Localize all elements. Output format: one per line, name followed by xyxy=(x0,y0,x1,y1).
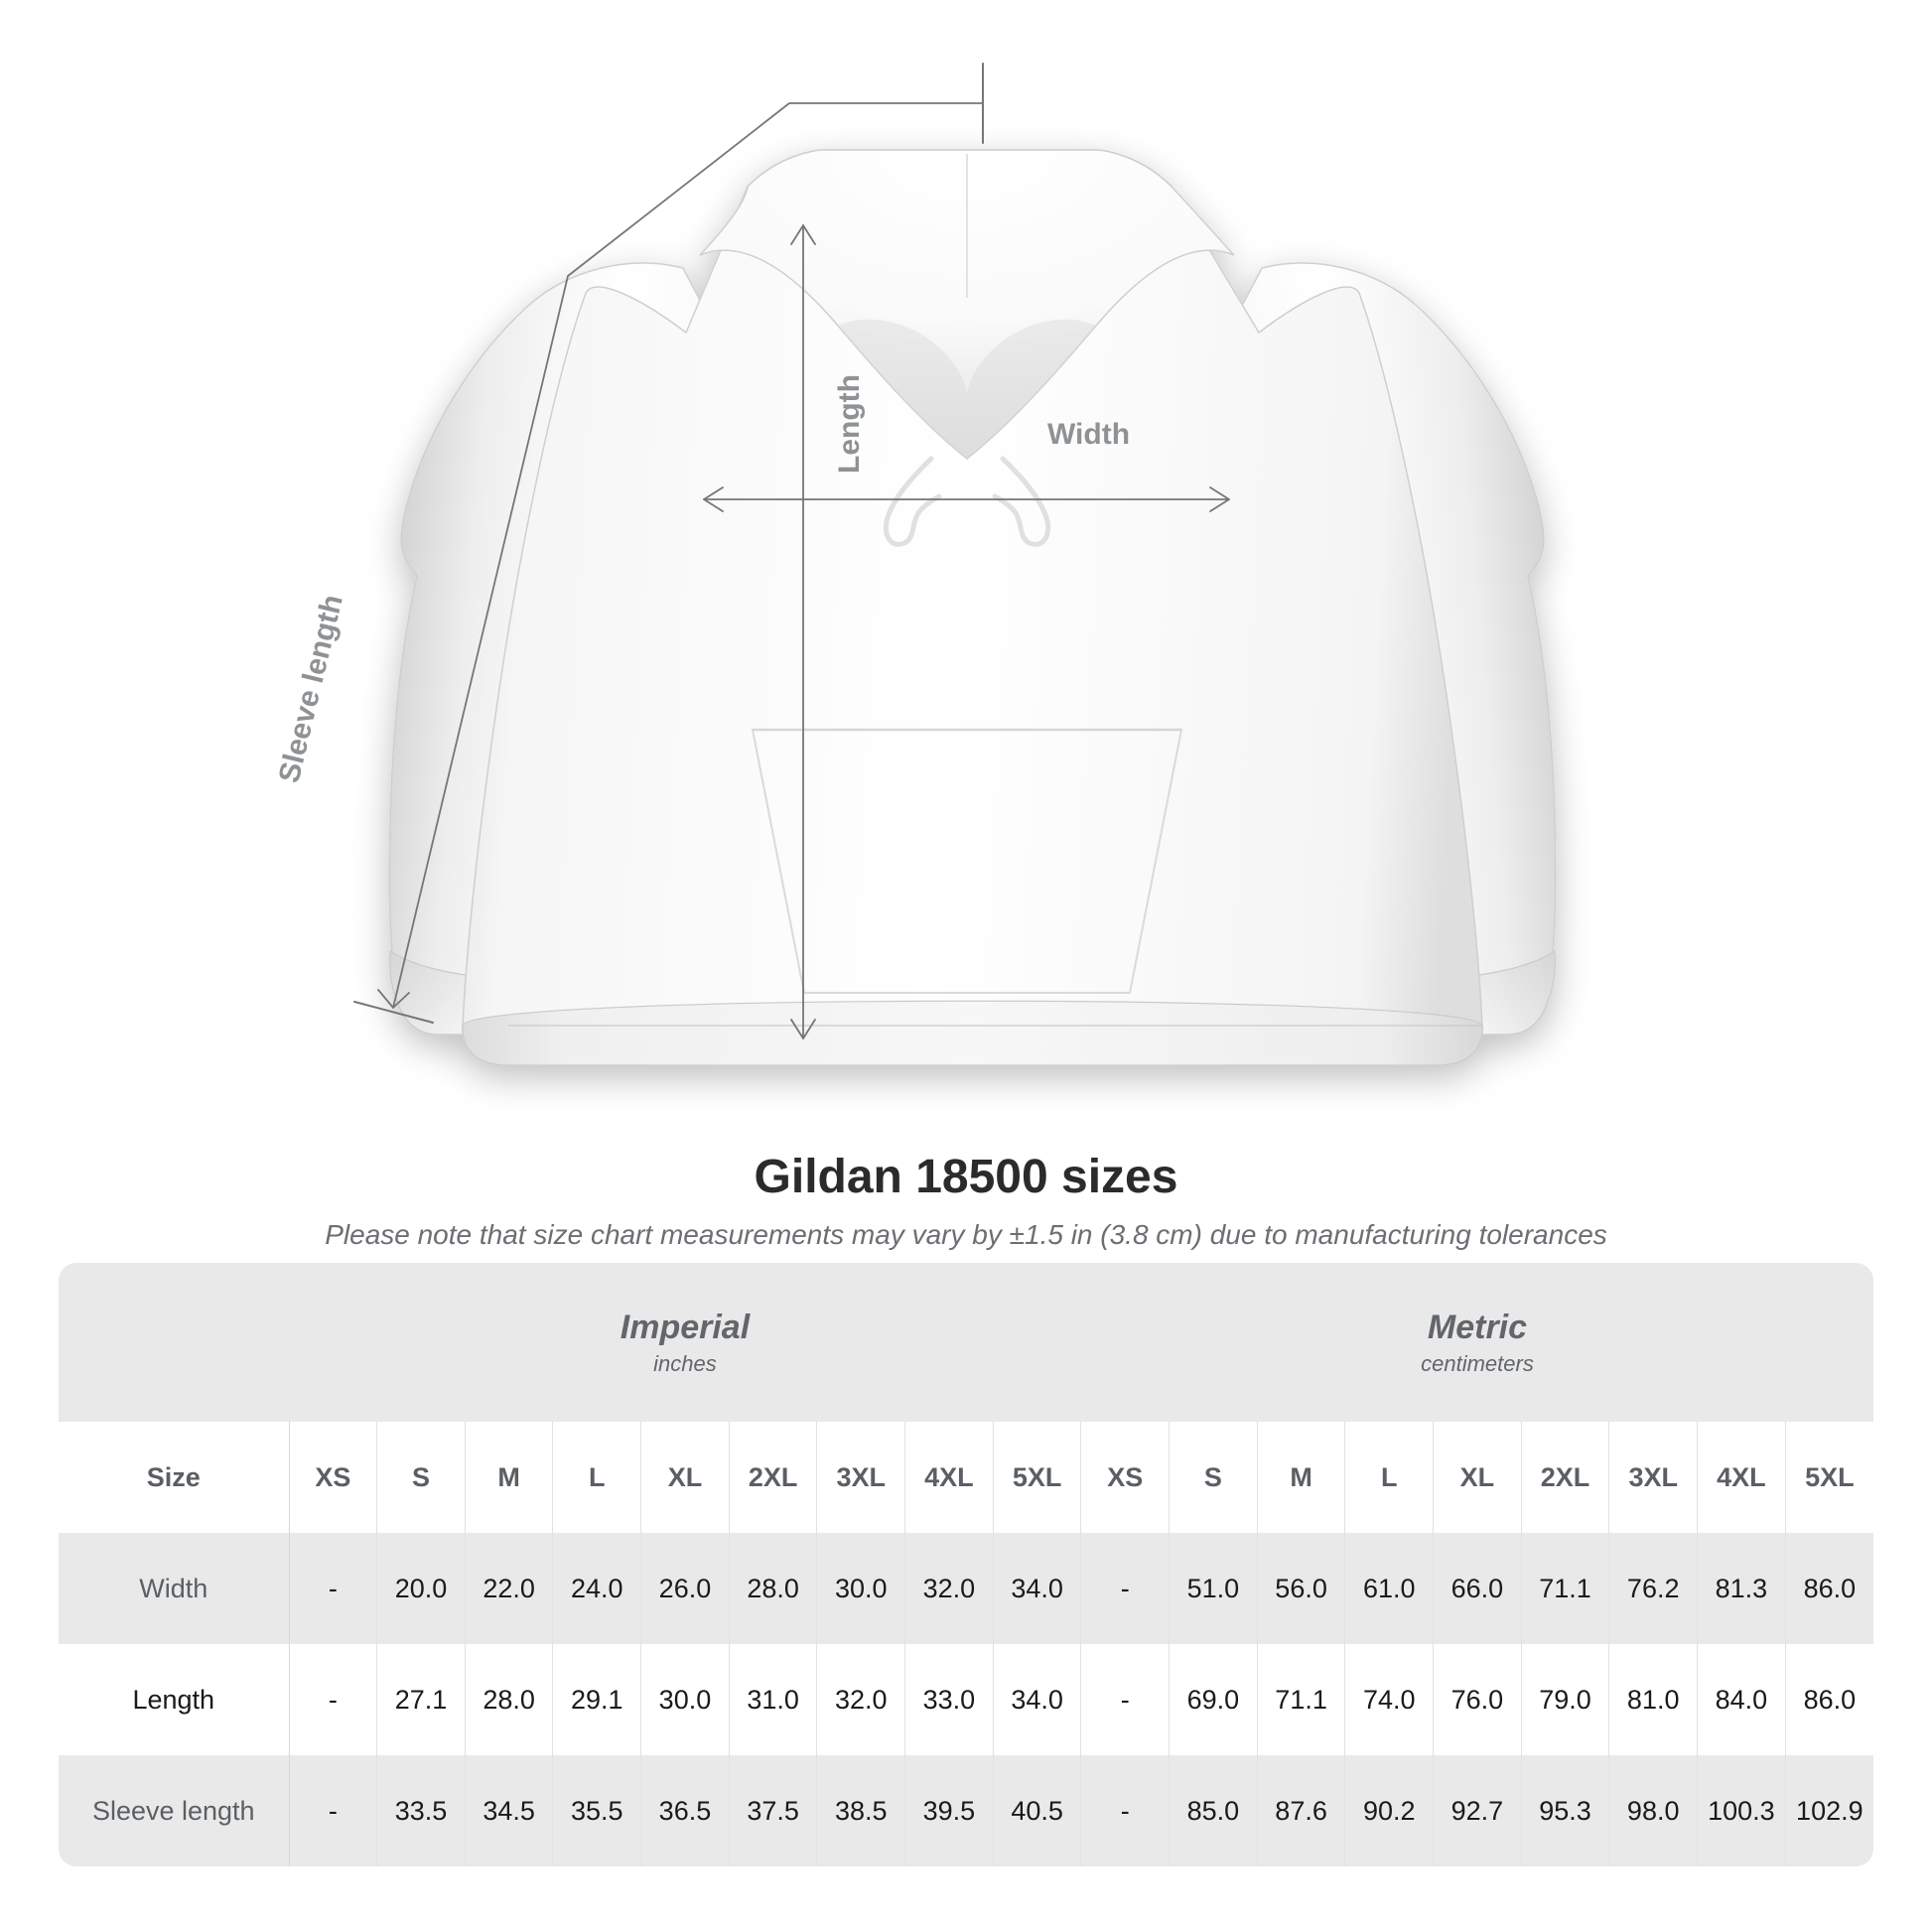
svg-text:Length: Length xyxy=(833,374,866,474)
svg-text:Width: Width xyxy=(1047,418,1130,451)
svg-text:Sleeve length: Sleeve length xyxy=(273,592,349,786)
